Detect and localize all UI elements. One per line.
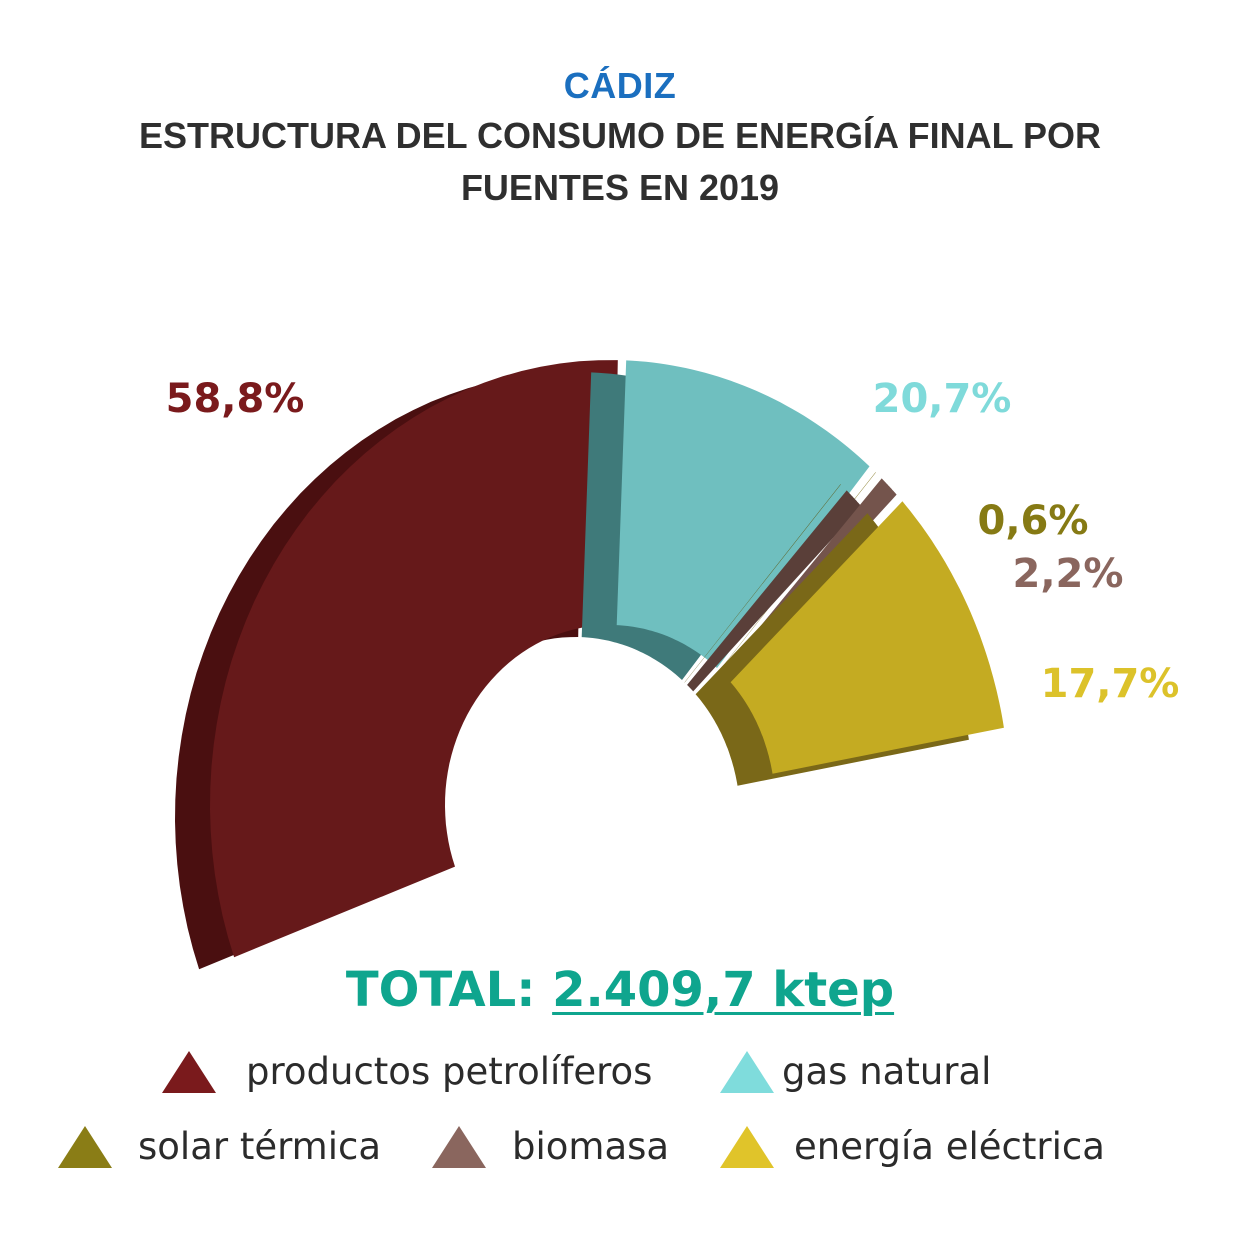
legend-label: energía eléctrica — [794, 1125, 1105, 1168]
legend-triangle-icon — [58, 1125, 112, 1168]
region-title: CÁDIZ — [563, 65, 677, 106]
data-label-3: 2,2% — [1013, 551, 1124, 597]
slice-side-2 — [684, 484, 841, 683]
total-value[interactable]: 2.409,7 ktep — [552, 962, 895, 1018]
slice-productos-petrolíferos[interactable] — [210, 360, 618, 958]
total-line: TOTAL: 2.409,7 ktep — [0, 962, 1240, 1018]
legend-item-gas-natural: gas natural — [720, 1050, 991, 1093]
total-label: TOTAL: — [345, 962, 536, 1018]
data-label-1: 20,7% — [873, 376, 1012, 422]
legend-item-productos-petroliferos: productos petrolíferos — [162, 1050, 652, 1093]
slice-side-3 — [687, 490, 862, 692]
slices-group — [175, 360, 1004, 970]
data-label-2: 0,6% — [978, 498, 1089, 544]
legend-triangle-icon — [720, 1125, 774, 1168]
slice-gas-natural[interactable] — [616, 360, 870, 668]
legend-item-solar-termica: solar térmica — [58, 1125, 381, 1168]
data-label-0: 58,8% — [166, 376, 305, 422]
legend-item-biomasa: biomasa — [432, 1125, 669, 1168]
legend-triangle-icon — [432, 1125, 486, 1168]
slice-energía-eléctrica[interactable] — [730, 501, 1004, 774]
data-labels-group: 58,8% 20,7% 0,6% 2,2% 17,7% — [166, 376, 1180, 707]
data-label-4: 17,7% — [1041, 661, 1180, 707]
legend-label: gas natural — [782, 1050, 992, 1093]
chart-title: ESTRUCTURA DEL CONSUMO DE ENERGÍA FINAL … — [138, 115, 1102, 208]
legend-label: solar térmica — [138, 1125, 382, 1168]
legend-label: productos petrolíferos — [246, 1050, 653, 1093]
chart-header: CÁDIZ ESTRUCTURA DEL CONSUMO DE ENERGÍA … — [0, 62, 1240, 214]
legend-triangle-icon — [720, 1050, 774, 1093]
legend-item-energia-electrica: energía eléctrica — [720, 1125, 1105, 1168]
legend-triangle-icon — [162, 1050, 216, 1093]
legend-label: biomasa — [512, 1125, 670, 1168]
